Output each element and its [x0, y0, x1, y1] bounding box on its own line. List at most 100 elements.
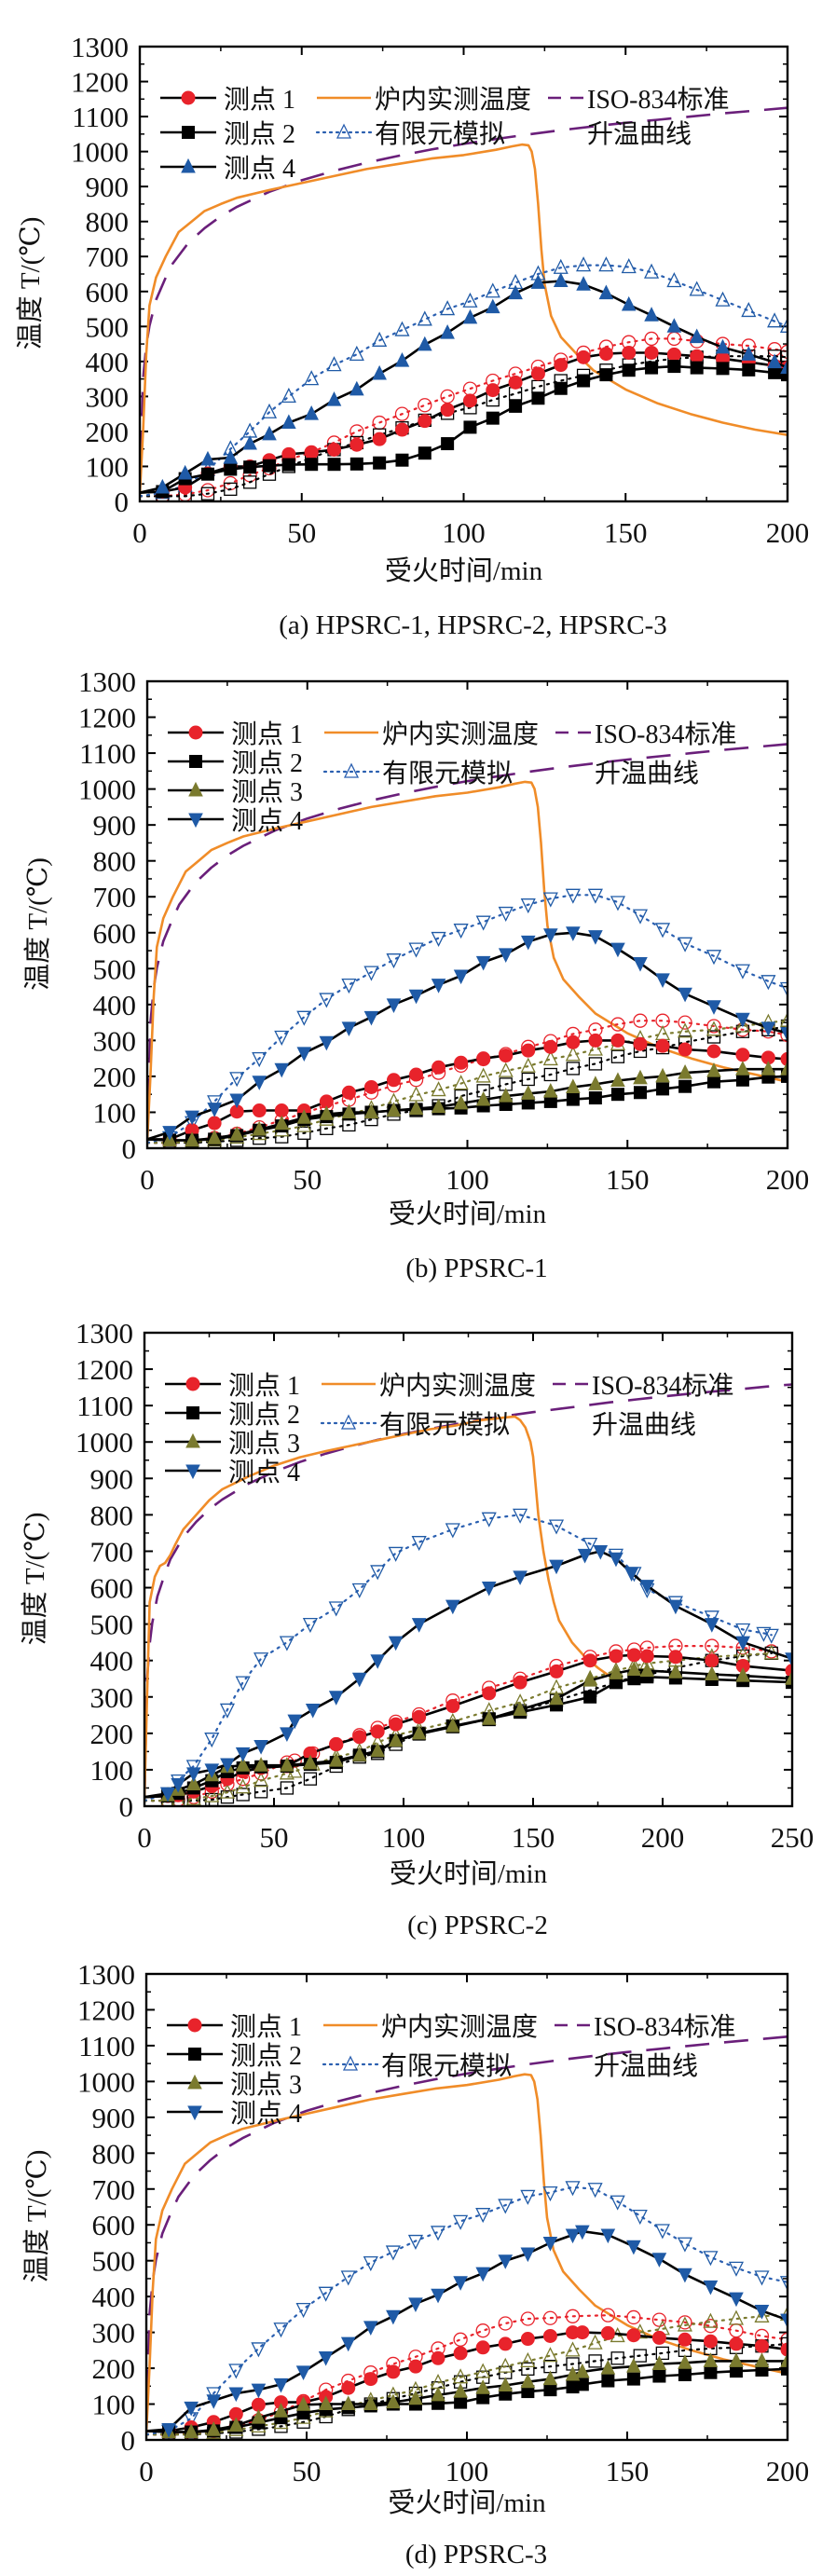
data-point	[626, 2309, 641, 2325]
data-point	[318, 2395, 334, 2411]
series-line-c-6	[144, 1651, 773, 1802]
data-point	[281, 458, 295, 472]
y-tick-label: 1300	[71, 31, 129, 63]
data-point	[411, 1536, 427, 1552]
data-point	[408, 942, 424, 958]
series-line-b-8	[147, 780, 788, 1142]
y-tick-label: 200	[90, 1718, 134, 1750]
data-point	[655, 1067, 670, 1083]
data-point	[363, 1010, 379, 1026]
data-point	[445, 1599, 460, 1615]
data-point	[408, 1100, 424, 1116]
data-point	[408, 989, 424, 1005]
legend-marker-fem-icon	[336, 123, 352, 139]
y-tick-label: 100	[90, 1754, 134, 1787]
data-point	[475, 2340, 490, 2355]
data-point	[475, 2208, 491, 2224]
data-point	[565, 2341, 581, 2357]
data-point	[760, 1061, 776, 1076]
data-point	[185, 1110, 199, 1126]
data-point	[363, 2321, 378, 2336]
y-tick-label: 800	[90, 1499, 134, 1531]
y-tick-label: 500	[92, 2245, 136, 2278]
data-point	[549, 1559, 564, 1575]
y-tick-label: 0	[119, 1790, 134, 1823]
data-point	[235, 1757, 251, 1772]
x-tick-label: 0	[139, 2455, 154, 2487]
data-point	[780, 2336, 788, 2351]
data-point	[622, 363, 636, 377]
data-point	[780, 2313, 788, 2329]
data-point	[206, 2394, 222, 2409]
data-point	[475, 955, 491, 971]
data-point	[328, 1601, 344, 1617]
data-point	[633, 957, 648, 972]
data-point	[705, 1665, 719, 1681]
data-point	[779, 1011, 788, 1027]
data-point	[431, 2350, 445, 2365]
data-point	[598, 347, 613, 362]
data-point	[363, 966, 379, 981]
data-point	[666, 347, 681, 362]
data-point	[445, 1717, 460, 1733]
data-point	[639, 1580, 655, 1595]
y-tick-label: 1200	[78, 702, 136, 734]
data-point	[543, 2383, 557, 2397]
chart-panel-d: 0100200300400500600700800900100011001200…	[21, 1958, 809, 2569]
data-point	[520, 2373, 536, 2389]
data-point	[656, 1082, 670, 1096]
data-point	[407, 2234, 424, 2250]
data-point	[677, 2237, 692, 2253]
data-point	[542, 2328, 557, 2343]
data-point	[235, 1778, 251, 1794]
data-point	[349, 380, 364, 396]
x-tick-label: 150	[604, 516, 648, 549]
data-point	[734, 1017, 750, 1033]
data-point	[542, 2370, 558, 2386]
data-point	[553, 272, 569, 288]
x-tick-label: 200	[766, 1163, 810, 1196]
data-point	[370, 1565, 386, 1581]
data-point	[763, 1628, 779, 1644]
data-point	[162, 1126, 177, 1141]
data-point	[600, 2325, 615, 2340]
y-tick-label: 300	[90, 1681, 134, 1714]
data-point	[508, 284, 523, 300]
legend-label-iso-1: ISO-834标准	[595, 719, 736, 749]
data-point	[252, 1120, 267, 1136]
data-point	[235, 1676, 251, 1692]
data-point	[639, 1649, 654, 1664]
series-group	[147, 743, 788, 1148]
y-tick-label: 300	[86, 380, 130, 413]
data-point	[498, 906, 514, 923]
y-tick-label: 1200	[71, 66, 129, 99]
series-line-b-5	[147, 1024, 788, 1144]
data-point	[395, 453, 409, 467]
y-tick-label: 1000	[71, 136, 129, 169]
data-point	[651, 2330, 666, 2345]
data-point	[475, 1067, 491, 1083]
data-point	[754, 2338, 769, 2353]
data-point	[319, 1035, 335, 1051]
data-point	[279, 1636, 295, 1651]
data-point	[623, 1567, 639, 1583]
data-point	[462, 292, 478, 308]
legend-marker-icon	[187, 2074, 202, 2090]
data-point	[780, 2352, 788, 2367]
data-point	[632, 909, 649, 925]
x-axis-label: 受火时间/min	[388, 2487, 546, 2518]
data-point	[441, 437, 455, 451]
data-point	[780, 350, 788, 364]
data-point	[498, 1062, 514, 1077]
data-point	[273, 2377, 289, 2393]
legend-label-iso-2: 升温曲线	[594, 2051, 698, 2081]
series-line-a-3	[140, 337, 788, 498]
data-point	[236, 1788, 250, 1802]
y-tick-label: 1000	[77, 2065, 135, 2098]
data-point	[760, 1021, 776, 1037]
y-tick-label: 1200	[75, 1353, 133, 1386]
x-tick-label: 50	[287, 516, 316, 549]
data-point	[498, 2199, 514, 2214]
data-point	[262, 425, 277, 441]
data-point	[363, 2395, 378, 2411]
